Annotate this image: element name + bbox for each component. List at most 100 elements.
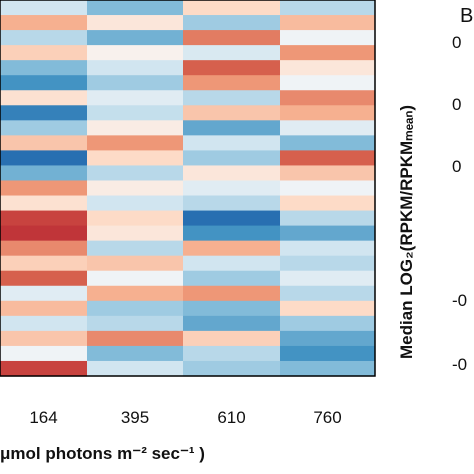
right-axis-tick-label: 0: [452, 157, 461, 176]
heatmap-cell: [183, 165, 280, 182]
heatmap-cell: [280, 75, 375, 91]
heatmap-cell: [0, 345, 87, 362]
heatmap-cell: [0, 45, 87, 61]
heatmap-cell: [87, 300, 183, 317]
heatmap-cell: [183, 195, 280, 212]
heatmap-cell: [183, 285, 280, 302]
heatmap-cell: [183, 225, 280, 242]
heatmap-cell: [0, 165, 87, 182]
heatmap-cell: [0, 330, 87, 347]
heatmap-cell: [280, 30, 375, 46]
heatmap-cell: [280, 120, 375, 136]
heatmap-cell: [183, 45, 280, 61]
heatmap-cell: [280, 240, 375, 257]
heatmap-cell: [280, 105, 375, 121]
heatmap-cell: [280, 360, 375, 377]
heatmap-cell: [183, 0, 280, 16]
heatmap-cell: [280, 270, 375, 287]
heatmap-cell: [280, 195, 375, 212]
heatmap-cell: [280, 135, 375, 151]
heatmap-cell: [280, 225, 375, 242]
heatmap-cell: [280, 330, 375, 347]
plot-frame: [0, 0, 376, 377]
heatmap-cell: [87, 330, 183, 347]
heatmap-cell: [87, 360, 183, 377]
heatmap-cell: [87, 15, 183, 31]
heatmap-cell: [0, 15, 87, 31]
heatmap-cell: [280, 150, 375, 167]
right-axis-tick-label: 0: [452, 33, 461, 52]
heatmap-cell: [0, 210, 87, 227]
heatmap-cell: [0, 195, 87, 212]
heatmap-cell: [87, 105, 183, 121]
heatmap-cell: [0, 75, 87, 91]
heatmap-cell: [280, 285, 375, 302]
heatmap-cell: [183, 60, 280, 76]
panel-label: B: [460, 5, 473, 27]
heatmap-cell: [183, 105, 280, 121]
heatmap-cell: [87, 255, 183, 272]
heatmap-cell: [280, 300, 375, 317]
heatmap-cell: [87, 30, 183, 46]
heatmap-cell: [280, 165, 375, 182]
heatmap-cell: [183, 255, 280, 272]
heatmap-cell: [0, 120, 87, 136]
heatmap-cell: [183, 240, 280, 257]
x-tick-labels: 164 395 610 760: [29, 408, 341, 427]
heatmap-cell: [87, 90, 183, 106]
heatmap-cell: [87, 315, 183, 332]
heatmap-cell: [280, 90, 375, 106]
heatmap-cell: [280, 345, 375, 362]
heatmap-cell: [0, 225, 87, 242]
heatmap-cell: [280, 15, 375, 31]
x-tick-label: 610: [217, 408, 245, 427]
heatmap-cell: [183, 150, 280, 167]
heatmap-cell: [280, 210, 375, 227]
heatmap-cell: [183, 345, 280, 362]
heatmap-cell: [0, 60, 87, 76]
heatmap-cell: [0, 0, 87, 16]
heatmap-cell: [280, 45, 375, 61]
heatmap-cell: [280, 180, 375, 197]
heatmap-cell: [183, 330, 280, 347]
heatmap-cell: [0, 90, 87, 106]
heatmap-cell: [183, 120, 280, 136]
heatmap-cell: [183, 270, 280, 287]
heatmap-cell: [280, 60, 375, 76]
heatmap-cells: [0, 0, 375, 377]
heatmap-cell: [183, 360, 280, 377]
heatmap-cell: [0, 315, 87, 332]
heatmap-cell: [87, 135, 183, 151]
x-axis-label: μmol photons m⁻² sec⁻¹ ): [0, 444, 205, 463]
heatmap-cell: [87, 150, 183, 167]
heatmap-cell: [183, 75, 280, 91]
right-axis-tick-label: 0: [452, 95, 461, 114]
heatmap-cell: [0, 285, 87, 302]
right-axis-tick-label: -0: [452, 355, 467, 374]
heatmap-cell: [87, 195, 183, 212]
heatmap-cell: [87, 180, 183, 197]
heatmap-cell: [0, 30, 87, 46]
heatmap-cell: [183, 210, 280, 227]
heatmap-cell: [87, 45, 183, 61]
x-tick-label: 164: [29, 408, 57, 427]
heatmap-cell: [87, 225, 183, 242]
heatmap-cell: [0, 255, 87, 272]
heatmap-cell: [87, 165, 183, 182]
heatmap-cell: [87, 270, 183, 287]
heatmap-cell: [87, 0, 183, 16]
heatmap-cell: [183, 315, 280, 332]
heatmap-cell: [0, 150, 87, 167]
heatmap-cell: [87, 345, 183, 362]
heatmap-cell: [0, 360, 87, 377]
heatmap-cell: [87, 120, 183, 136]
heatmap-cell: [183, 300, 280, 317]
heatmap-cell: [87, 60, 183, 76]
right-axis-tick-label: -0: [452, 291, 467, 310]
x-tick-label: 395: [121, 408, 149, 427]
heatmap-cell: [87, 75, 183, 91]
heatmap-cell: [0, 180, 87, 197]
right-axis-ticks: 0 0 0 -0 -0: [452, 33, 467, 374]
heatmap-cell: [0, 270, 87, 287]
